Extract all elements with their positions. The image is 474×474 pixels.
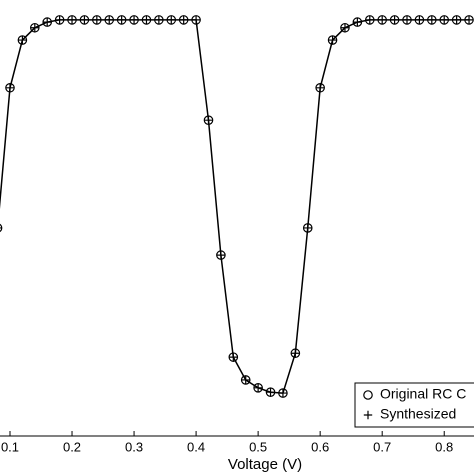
x-tick-label: 0.4 xyxy=(187,439,205,454)
marker-plus xyxy=(5,83,15,92)
marker-plus xyxy=(402,15,412,25)
x-tick-label: 0.2 xyxy=(63,439,81,454)
marker-plus xyxy=(142,15,151,25)
marker-plus xyxy=(390,15,399,25)
marker-plus xyxy=(30,23,40,32)
marker-plus xyxy=(167,15,176,25)
marker-plus xyxy=(117,15,126,25)
marker-plus xyxy=(204,116,213,125)
marker-plus xyxy=(440,15,449,25)
marker-plus xyxy=(353,17,362,27)
x-tick-label: 0.7 xyxy=(373,439,391,454)
marker-plus xyxy=(452,15,461,25)
marker-plus xyxy=(55,15,64,25)
marker-plus xyxy=(92,15,102,25)
marker-plus xyxy=(278,388,288,398)
x-tick-label: 0.1 xyxy=(1,439,19,454)
x-tick-label: 0.8 xyxy=(435,439,453,454)
marker-plus xyxy=(291,349,300,358)
marker-plus xyxy=(266,388,275,397)
legend-label: Synthesized xyxy=(380,406,456,422)
marker-plus xyxy=(303,223,312,233)
series-line xyxy=(0,19,470,394)
marker-plus xyxy=(253,383,263,393)
marker-plus xyxy=(340,23,350,32)
marker-plus xyxy=(154,15,164,25)
legend-label: Original RC C xyxy=(380,386,466,402)
marker-plus xyxy=(229,352,238,362)
marker-plus xyxy=(328,35,337,45)
legend: Original RC C Synthesized xyxy=(354,382,474,428)
marker-plus xyxy=(80,15,89,25)
marker-plus xyxy=(427,15,437,25)
marker-plus xyxy=(179,15,188,25)
x-tick-label: 0.6 xyxy=(311,439,329,454)
marker-plus xyxy=(129,15,139,25)
marker-plus xyxy=(43,17,52,27)
marker-circle xyxy=(363,390,373,400)
marker-plus xyxy=(67,15,77,25)
marker-plus xyxy=(18,35,27,45)
marker-plus xyxy=(105,15,114,25)
marker-plus xyxy=(216,250,226,260)
marker-plus xyxy=(377,15,387,25)
x-tick-label: 0.5 xyxy=(249,439,267,454)
marker-plus xyxy=(315,83,325,92)
marker-plus xyxy=(365,15,374,25)
marker-plus xyxy=(464,15,474,25)
marker-plus xyxy=(363,410,373,420)
marker-plus xyxy=(415,15,424,25)
marker-plus xyxy=(241,375,250,385)
x-tick-label: 0.3 xyxy=(125,439,143,454)
marker-plus xyxy=(191,15,201,25)
legend-box xyxy=(354,382,474,428)
marker-plus xyxy=(0,227,2,229)
x-axis-label: Voltage (V) xyxy=(228,456,302,473)
